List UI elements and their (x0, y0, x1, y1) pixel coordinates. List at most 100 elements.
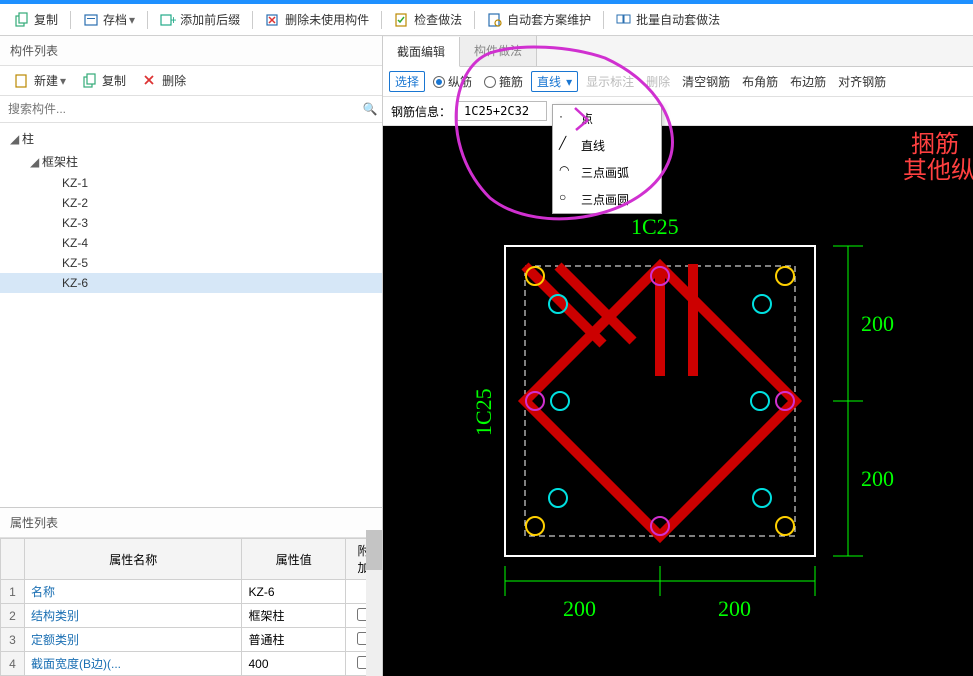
delete-rebar-button[interactable]: 删除 (642, 71, 674, 92)
tree-item[interactable]: KZ-5 (0, 253, 382, 273)
radio-longitudinal[interactable]: 纵筋 (429, 71, 476, 92)
toolbar-checkmethod-button[interactable]: 检查做法 (386, 9, 470, 30)
edge-rebar (551, 392, 569, 410)
delete-unused-icon (265, 12, 281, 28)
property-row[interactable]: 2 结构类别 框架柱 (1, 604, 382, 628)
svg-text:200: 200 (718, 596, 751, 621)
prop-value[interactable]: 普通柱 (242, 628, 346, 652)
toolbar-addprefix-button[interactable]: + 添加前后缀 (152, 9, 248, 30)
edge-rebar (753, 489, 771, 507)
svg-text:200: 200 (563, 596, 596, 621)
rownum: 1 (1, 580, 25, 604)
section-canvas[interactable]: 1C25 1C25 200 200 2 (383, 126, 973, 676)
radio-stirrup[interactable]: 箍筋 (480, 71, 527, 92)
bottom-dimension: 200 200 (505, 566, 815, 621)
separator (147, 11, 148, 29)
rownum-header (1, 539, 25, 580)
new-button[interactable]: 新建▾ (6, 70, 74, 91)
toolbar-addprefix-label: 添加前后缀 (180, 11, 240, 28)
tree-group-frame-column[interactable]: ◢框架柱 (0, 150, 382, 173)
property-header: 属性列表 (0, 508, 382, 538)
search-input[interactable] (0, 96, 358, 122)
prop-name: 结构类别 (25, 604, 242, 628)
prop-name-header: 属性名称 (25, 539, 242, 580)
menu-item-circle3[interactable]: ○三点画圆 (553, 186, 661, 213)
prop-value[interactable]: 400 (242, 652, 346, 676)
corner-rebar (776, 267, 794, 285)
rebar-info-input[interactable] (457, 101, 547, 121)
edge-rebar-button[interactable]: 布边筋 (786, 71, 830, 92)
disclosure-icon: ◢ (10, 132, 20, 146)
show-mark-button[interactable]: 显示标注 (582, 71, 638, 92)
rownum: 4 (1, 652, 25, 676)
component-toolbar: 新建▾ 复制 删除 (0, 66, 382, 96)
point-icon: · (559, 109, 573, 123)
menu-item-point[interactable]: ·点 (553, 105, 661, 132)
prefix-icon: + (160, 12, 176, 28)
svg-text:+: + (170, 13, 176, 27)
align-rebar-button[interactable]: 对齐钢筋 (834, 71, 890, 92)
tab-section-edit[interactable]: 截面编辑 (383, 37, 460, 67)
prop-value[interactable]: 框架柱 (242, 604, 346, 628)
partial-label-1: 捆筋 (911, 131, 959, 158)
toolbar-copy-button[interactable]: 复制 (6, 9, 66, 30)
rownum: 3 (1, 628, 25, 652)
search-icon[interactable]: 🔍 (358, 102, 382, 116)
menu-item-arc3[interactable]: ◠三点画弧 (553, 159, 661, 186)
toolbar-deleteunused-button[interactable]: 删除未使用构件 (257, 9, 377, 30)
separator (474, 11, 475, 29)
autoscheme-icon (487, 12, 503, 28)
toolbar-autoscheme-label: 自动套方案维护 (507, 11, 591, 28)
toolbar-archive-label: 存档 (103, 11, 127, 28)
toolbar-batchauto-label: 批量自动套做法 (636, 11, 720, 28)
tab-component-method[interactable]: 构件做法 (460, 36, 537, 66)
tree-item-selected[interactable]: KZ-6 (0, 273, 382, 293)
top-rebar-label: 1C25 (631, 214, 679, 239)
main-toolbar: 复制 存档▾ + 添加前后缀 删除未使用构件 检查做法 自动套方案维护 批量自动套… (0, 0, 973, 36)
scrollbar-thumb[interactable] (366, 530, 382, 570)
rownum: 2 (1, 604, 25, 628)
section-edit-toolbar: 选择 纵筋 箍筋 直线▾ 显示标注 删除 清空钢筋 布角筋 布边筋 对齐钢筋 (383, 67, 973, 97)
clear-rebar-button[interactable]: 清空钢筋 (678, 71, 734, 92)
corner-rebar-button[interactable]: 布角筋 (738, 71, 782, 92)
separator (381, 11, 382, 29)
toolbar-batchauto-button[interactable]: 批量自动套做法 (608, 9, 728, 30)
toolbar-deleteunused-label: 删除未使用构件 (285, 11, 369, 28)
component-tree[interactable]: ◢柱 ◢框架柱 KZ-1 KZ-2 KZ-3 KZ-4 KZ-5 KZ-6 (0, 123, 382, 507)
toolbar-checkmethod-label: 检查做法 (414, 11, 462, 28)
property-row[interactable]: 4 截面宽度(B边)(... 400 (1, 652, 382, 676)
tree-item[interactable]: KZ-4 (0, 233, 382, 253)
section-drawing: 1C25 1C25 200 200 2 (383, 126, 973, 656)
radio-off-icon (484, 76, 496, 88)
tree-item[interactable]: KZ-3 (0, 213, 382, 233)
toolbar-copy-label: 复制 (34, 11, 58, 28)
left-rebar-label: 1C25 (471, 388, 496, 436)
property-scrollbar[interactable] (366, 530, 382, 676)
line-dropdown-button[interactable]: 直线▾ (531, 71, 578, 92)
property-row[interactable]: 3 定额类别 普通柱 (1, 628, 382, 652)
delete-icon (142, 73, 158, 89)
batch-icon (616, 12, 632, 28)
copy-button[interactable]: 复制 (74, 70, 134, 91)
tree-item[interactable]: KZ-1 (0, 173, 382, 193)
tree-root-column[interactable]: ◢柱 (0, 127, 382, 150)
menu-label: 点 (581, 112, 593, 126)
toolbar-autoscheme-button[interactable]: 自动套方案维护 (479, 9, 599, 30)
tree-item[interactable]: KZ-2 (0, 193, 382, 213)
svg-text:200: 200 (861, 466, 894, 491)
edge-rebar (751, 392, 769, 410)
toolbar-archive-button[interactable]: 存档▾ (75, 9, 143, 30)
corner-rebar (776, 517, 794, 535)
prop-value-header: 属性值 (242, 539, 346, 580)
prop-value[interactable]: KZ-6 (242, 580, 346, 604)
tree-group-label: 框架柱 (42, 155, 78, 169)
new-icon (14, 73, 30, 89)
select-button[interactable]: 选择 (389, 71, 425, 92)
menu-item-line[interactable]: ╱直线 (553, 132, 661, 159)
disclosure-icon: ◢ (30, 155, 40, 169)
separator (70, 11, 71, 29)
property-row[interactable]: 1 名称 KZ-6 (1, 580, 382, 604)
delete-button[interactable]: 删除 (134, 70, 194, 91)
search-row: 🔍 (0, 96, 382, 123)
separator (603, 11, 604, 29)
